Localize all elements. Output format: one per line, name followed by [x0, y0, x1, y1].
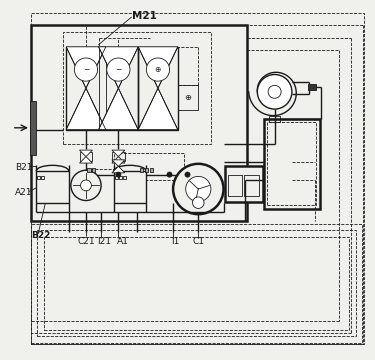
Text: C21: C21 [78, 237, 95, 246]
Polygon shape [138, 47, 178, 88]
Bar [228, 175, 242, 196]
Bar [31, 25, 247, 221]
Polygon shape [80, 150, 93, 157]
Bar [138, 47, 178, 130]
Bar [225, 166, 263, 202]
Text: A21: A21 [15, 188, 33, 197]
Bar [115, 176, 118, 179]
Bar [119, 176, 122, 179]
Circle shape [186, 176, 211, 202]
Polygon shape [112, 150, 125, 157]
Text: I1: I1 [171, 237, 180, 246]
Circle shape [192, 197, 204, 208]
Text: I21: I21 [97, 237, 111, 246]
Bar [145, 168, 148, 172]
Bar [138, 47, 178, 130]
Polygon shape [112, 157, 125, 163]
Bar [80, 152, 93, 161]
Text: A1: A1 [117, 237, 129, 246]
Circle shape [185, 172, 190, 177]
Bar [267, 122, 316, 205]
Bar [41, 176, 44, 179]
Bar [38, 230, 356, 336]
Text: B21: B21 [15, 163, 33, 172]
Bar [112, 152, 125, 161]
Polygon shape [66, 88, 106, 130]
Bar [92, 168, 95, 172]
Bar [269, 116, 280, 122]
Bar [66, 47, 106, 130]
Text: ⊕: ⊕ [155, 65, 161, 74]
Polygon shape [112, 166, 125, 173]
Bar [30, 101, 36, 155]
Text: C1: C1 [192, 237, 204, 246]
Bar [123, 176, 126, 179]
Circle shape [74, 58, 98, 81]
Bar [66, 47, 138, 130]
Polygon shape [112, 160, 125, 166]
Bar [87, 168, 91, 172]
Bar [264, 119, 320, 209]
Circle shape [116, 172, 121, 177]
Text: B22: B22 [31, 231, 50, 240]
Text: −: − [115, 65, 122, 74]
Bar [114, 153, 184, 180]
Bar [31, 224, 362, 343]
Bar [308, 84, 316, 90]
Bar [244, 175, 259, 196]
Circle shape [107, 58, 130, 81]
Circle shape [268, 85, 281, 98]
Polygon shape [138, 88, 178, 130]
Bar [38, 176, 40, 179]
Bar [36, 171, 69, 203]
Circle shape [81, 180, 92, 191]
Text: ⊕: ⊕ [184, 93, 191, 102]
Bar [44, 237, 349, 330]
Circle shape [146, 58, 170, 81]
Bar [114, 171, 146, 203]
Text: M21: M21 [132, 11, 157, 21]
Text: −: − [83, 65, 89, 74]
Polygon shape [99, 47, 138, 88]
Polygon shape [66, 47, 106, 88]
Bar [99, 47, 138, 130]
Circle shape [173, 164, 223, 214]
Polygon shape [99, 88, 138, 130]
Circle shape [167, 172, 172, 177]
Circle shape [71, 170, 101, 201]
Bar [140, 168, 143, 172]
Bar [178, 85, 198, 110]
Polygon shape [80, 157, 93, 163]
Circle shape [257, 75, 292, 109]
Bar [63, 32, 211, 144]
Bar [150, 168, 153, 172]
